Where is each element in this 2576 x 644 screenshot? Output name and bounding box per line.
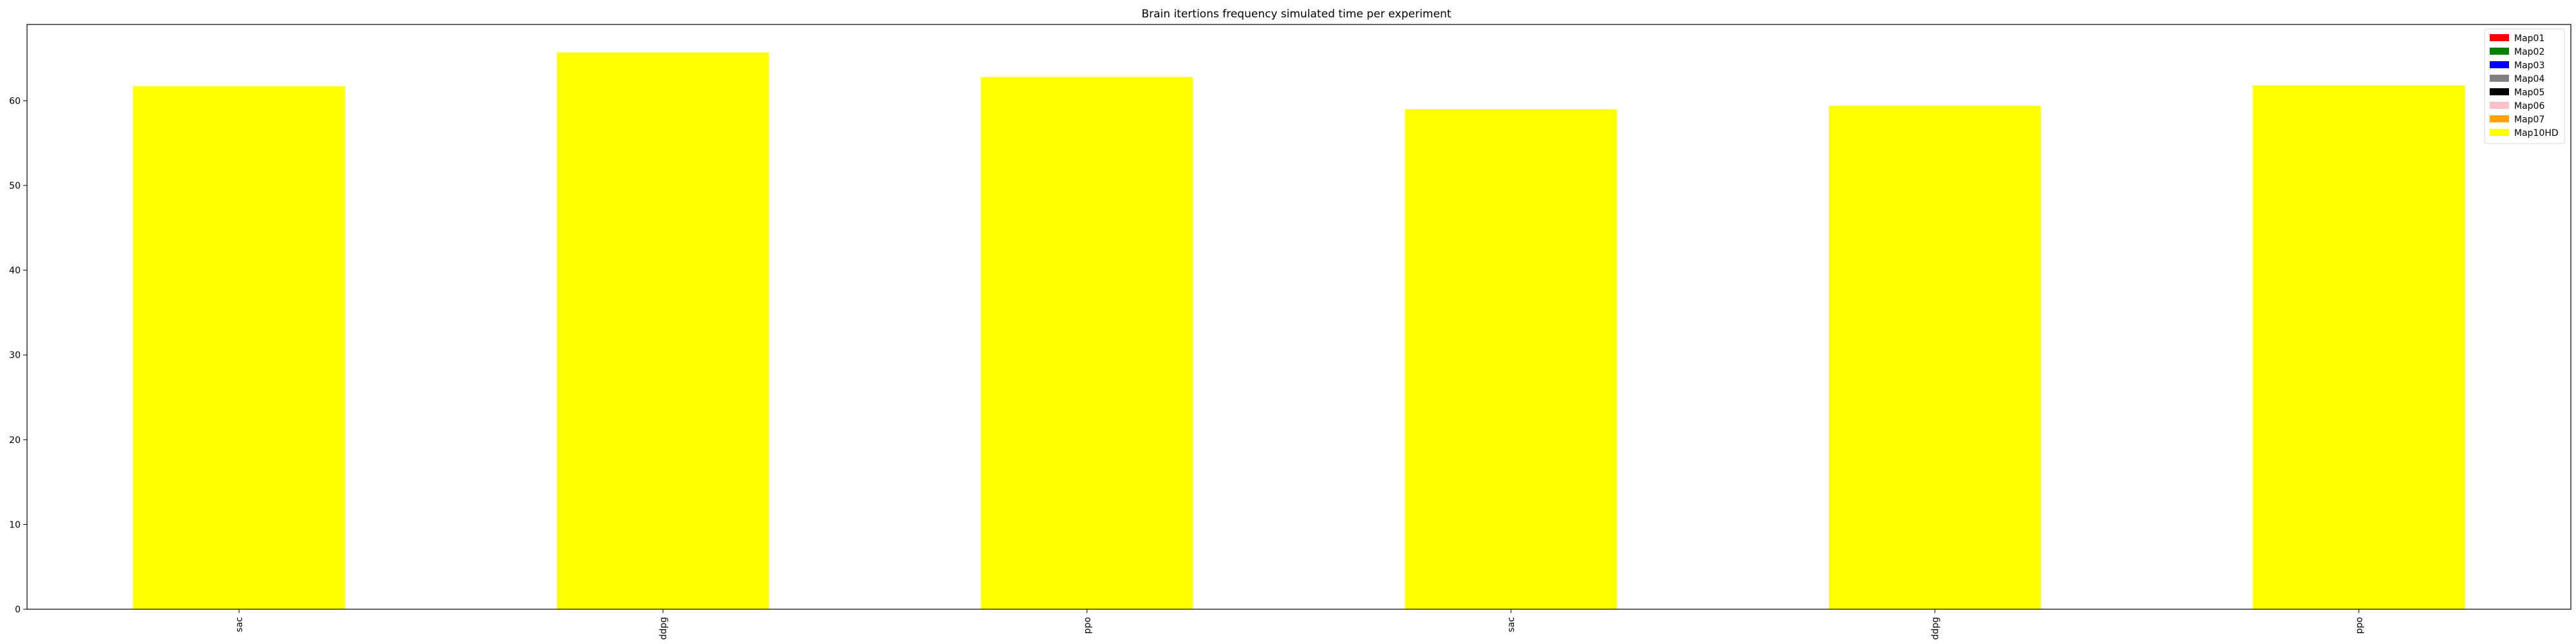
y-axis: 0 10 20 30 40 50 60 bbox=[9, 96, 27, 615]
x-tick-label: sac bbox=[1506, 617, 1517, 632]
legend-label-map05: Map05 bbox=[2514, 88, 2544, 98]
legend-label-map06: Map06 bbox=[2514, 101, 2544, 111]
bars-layer bbox=[133, 52, 2465, 610]
bar-map10hd-1 bbox=[556, 52, 770, 609]
y-tick-label: 60 bbox=[9, 96, 21, 106]
legend-swatch-map04 bbox=[2490, 75, 2509, 82]
chart-title: Brain itertions frequency simulated time… bbox=[1142, 8, 1452, 21]
x-tick-label: sac bbox=[234, 617, 245, 632]
x-tick-label: ppo bbox=[1083, 617, 1093, 634]
legend-swatch-map06 bbox=[2490, 102, 2509, 109]
x-tick-label: ddpg bbox=[1931, 617, 1941, 640]
x-axis: sac ddpg ppo sac ddpg ppo bbox=[234, 609, 2365, 640]
legend-swatch-map07 bbox=[2490, 115, 2509, 122]
legend: Map01 Map02 Map03 Map04 Map05 Map06 Map07 Map10… bbox=[2484, 28, 2565, 144]
legend-swatch-map05 bbox=[2490, 88, 2509, 95]
y-tick-label: 50 bbox=[9, 181, 21, 191]
plot-frame bbox=[26, 24, 2571, 610]
legend-label-map10hd: Map10HD bbox=[2514, 128, 2559, 138]
bar-map10hd-2 bbox=[981, 77, 1193, 610]
legend-swatch-map03 bbox=[2490, 61, 2509, 68]
legend-label-map04: Map04 bbox=[2514, 74, 2544, 84]
legend-label-map02: Map02 bbox=[2514, 47, 2544, 57]
y-tick-label: 30 bbox=[9, 350, 21, 361]
bar-map10hd-4 bbox=[1828, 106, 2041, 609]
legend-label-map07: Map07 bbox=[2514, 115, 2544, 125]
y-tick-label: 20 bbox=[9, 435, 21, 446]
x-tick-label: ppo bbox=[2354, 617, 2365, 634]
y-tick-label: 10 bbox=[9, 520, 21, 530]
bar-map10hd-0 bbox=[133, 86, 345, 609]
bar-map10hd-5 bbox=[2253, 85, 2465, 610]
legend-box bbox=[2484, 28, 2565, 144]
x-tick-label: ddpg bbox=[659, 617, 669, 640]
y-tick-label: 40 bbox=[9, 266, 21, 276]
legend-swatch-map01 bbox=[2490, 34, 2509, 41]
legend-label-map01: Map01 bbox=[2514, 33, 2544, 44]
bar-map10hd-3 bbox=[1405, 109, 1617, 609]
legend-swatch-map02 bbox=[2490, 48, 2509, 55]
y-tick-label: 0 bbox=[15, 605, 21, 615]
legend-label-map03: Map03 bbox=[2514, 61, 2544, 71]
legend-swatch-map10hd bbox=[2490, 129, 2509, 136]
